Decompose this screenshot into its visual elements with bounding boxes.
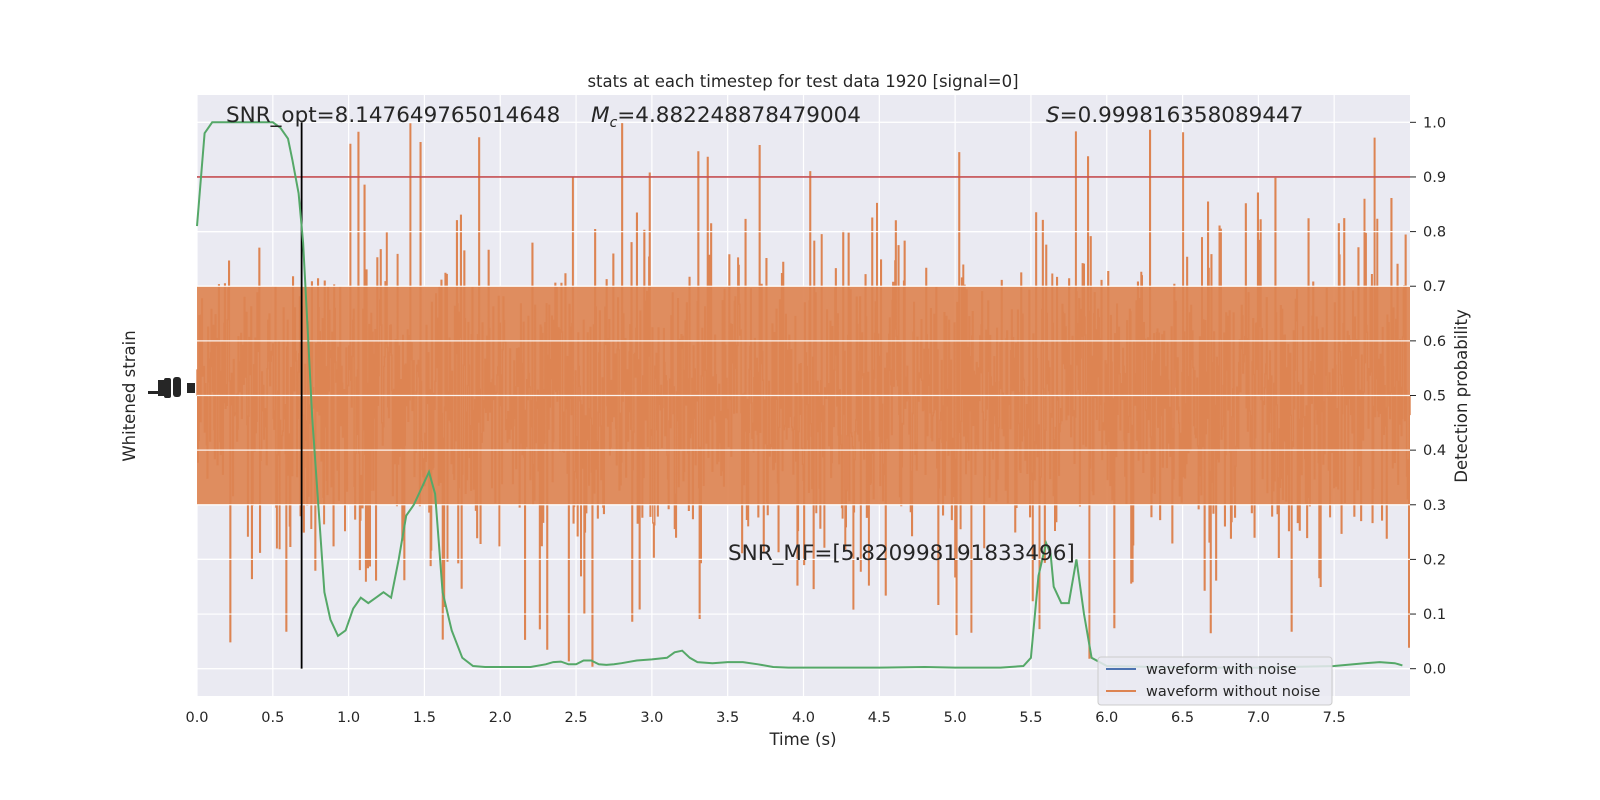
x-tick-label-4.0: 4.0 — [792, 710, 815, 726]
x-tick-label-4.5: 4.5 — [868, 710, 891, 726]
x-tick-label-1.0: 1.0 — [337, 710, 360, 726]
x-tick-label-5.5: 5.5 — [1019, 710, 1042, 726]
y-tick-label-1.0: 1.0 — [1423, 115, 1446, 131]
s-annotation: S=0.999816358089447 — [1046, 103, 1303, 128]
y-tick-label-0.9: 0.9 — [1423, 170, 1446, 186]
x-tick-label-3.5: 3.5 — [716, 710, 739, 726]
snr-opt-annotation: SNR_opt=8.147649765014648 — [226, 103, 560, 128]
y-tick-label-0.3: 0.3 — [1423, 498, 1446, 514]
y-tick-label-0.8: 0.8 — [1423, 225, 1446, 241]
y-tick-label-0.6: 0.6 — [1423, 334, 1446, 350]
y-axis-label-right: Detection probability — [1452, 309, 1471, 483]
probability-line — [196, 121, 1403, 669]
y-tick-label-0.2: 0.2 — [1423, 552, 1446, 568]
y-tick-label-0.0: 0.0 — [1423, 662, 1446, 678]
x-tick-label-0.5: 0.5 — [261, 710, 284, 726]
x-tick-label-7.0: 7.0 — [1247, 710, 1270, 726]
x-tick-label-3.0: 3.0 — [640, 710, 663, 726]
chirp-mass-annotation: Mc=4.882248878479004 — [591, 103, 861, 131]
x-tick-label-6.0: 6.0 — [1095, 710, 1118, 726]
y-tick-label-0.5: 0.5 — [1423, 389, 1446, 405]
strain-line — [196, 123, 1411, 667]
y-tick-label-0.4: 0.4 — [1423, 443, 1446, 459]
x-tick-label-1.5: 1.5 — [413, 710, 436, 726]
legend-label-with-noise: waveform with noise — [1146, 662, 1297, 678]
probability-overlay — [196, 121, 1410, 670]
chart-title: stats at each timestep for test data 192… — [587, 72, 1018, 91]
x-tick-label-6.5: 6.5 — [1171, 710, 1194, 726]
y-axis-label-left: Whitened strain — [120, 330, 139, 461]
legend-label-without-noise: waveform without noise — [1146, 684, 1320, 700]
x-tick-label-5.0: 5.0 — [944, 710, 967, 726]
x-tick-label-0.0: 0.0 — [185, 710, 208, 726]
ticks: 0.0 0.5 1.0 1.5 2.0 2.5 3.0 3.5 4.0 4.5 5.0 5.5 6.0 6… — [185, 115, 1446, 726]
x-tick-label-2.5: 2.5 — [565, 710, 588, 726]
left-axis-tick-cluster — [148, 377, 195, 398]
x-tick-label-2.0: 2.0 — [489, 710, 512, 726]
x-axis-label: Time (s) — [768, 730, 836, 749]
y-tick-label-0.1: 0.1 — [1423, 607, 1446, 623]
x-tick-label-7.5: 7.5 — [1323, 710, 1346, 726]
legend-box — [1097, 656, 1333, 706]
legend: waveform with noise waveform without noi… — [1097, 656, 1333, 706]
y-tick-label-0.7: 0.7 — [1423, 279, 1446, 295]
snr-mf-annotation: SNR_MF=[5.820998191833496] — [728, 541, 1075, 566]
